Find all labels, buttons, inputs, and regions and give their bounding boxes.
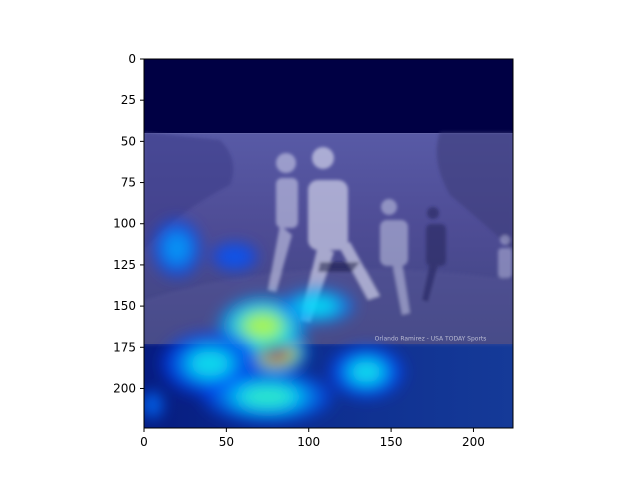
x-axis: 0 50 100 150 200 xyxy=(140,428,485,449)
shadow-2 xyxy=(318,262,360,272)
y-tick-label: 200 xyxy=(113,381,136,395)
heat-contour xyxy=(218,246,252,267)
x-tick-label: 150 xyxy=(380,435,403,449)
heat-contour xyxy=(164,234,190,263)
runner-3 xyxy=(380,199,410,315)
heat-hotspot-8 xyxy=(210,241,259,272)
y-tick-label: 75 xyxy=(121,176,136,190)
x-tick-label: 100 xyxy=(297,435,320,449)
heat-contour xyxy=(191,351,229,377)
heat-hotspot-5 xyxy=(328,344,405,400)
y-tick-label: 25 xyxy=(121,93,136,107)
trees-right xyxy=(436,132,513,250)
heat-hotspot-9 xyxy=(144,390,165,420)
runner-4 xyxy=(422,207,446,302)
y-tick-label: 175 xyxy=(113,340,136,354)
x-tick-label: 0 xyxy=(140,435,148,449)
x-tick-label: 200 xyxy=(462,435,485,449)
y-tick-label: 0 xyxy=(128,52,136,66)
heat-hotspot-6 xyxy=(202,369,334,424)
saliency-heatmap xyxy=(144,218,405,424)
y-tick-label: 150 xyxy=(113,299,136,313)
heat-contour xyxy=(245,314,280,338)
trees-left xyxy=(144,132,234,250)
plot-area: Orlando Ramirez - USA TODAY Sports xyxy=(144,59,513,428)
y-tick-label: 125 xyxy=(113,258,136,272)
runner-1 xyxy=(268,153,298,292)
heat-contour xyxy=(351,361,381,383)
y-tick-label: 50 xyxy=(121,134,136,148)
heat-hotspot-3 xyxy=(278,287,355,325)
y-tick-label: 100 xyxy=(113,217,136,231)
heat-contour xyxy=(144,394,161,416)
heat-contour xyxy=(242,386,293,407)
y-axis: 0 25 50 75 100 125 150 175 200 xyxy=(113,52,144,395)
runner-5 xyxy=(498,235,512,278)
x-tick-label: 50 xyxy=(219,435,234,449)
heat-hotspot-7 xyxy=(151,218,203,278)
top-dark-band xyxy=(144,59,513,134)
axes-frame xyxy=(143,58,514,429)
photo-watermark: Orlando Ramirez - USA TODAY Sports xyxy=(375,336,487,343)
heat-contour xyxy=(298,297,336,316)
